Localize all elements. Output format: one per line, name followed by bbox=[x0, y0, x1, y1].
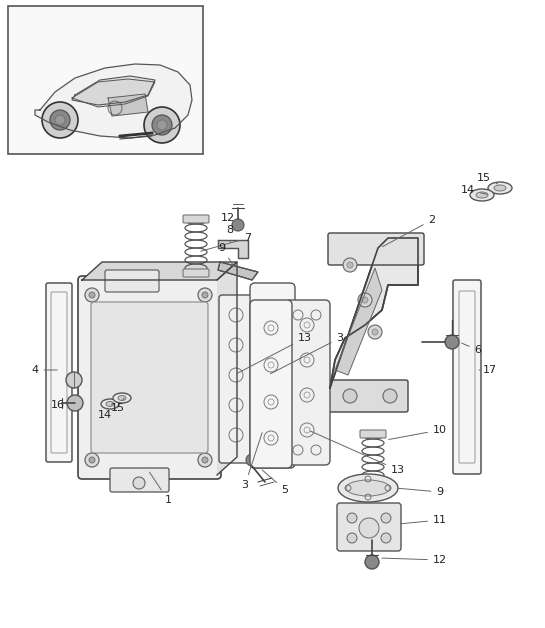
Text: 5: 5 bbox=[262, 470, 288, 495]
Text: 3: 3 bbox=[270, 333, 343, 374]
FancyBboxPatch shape bbox=[326, 380, 408, 412]
FancyBboxPatch shape bbox=[183, 215, 209, 223]
Circle shape bbox=[372, 329, 378, 335]
Circle shape bbox=[144, 107, 180, 143]
Ellipse shape bbox=[346, 480, 390, 496]
Circle shape bbox=[157, 120, 167, 130]
FancyBboxPatch shape bbox=[250, 300, 292, 468]
Circle shape bbox=[133, 477, 145, 489]
FancyBboxPatch shape bbox=[78, 276, 221, 479]
Circle shape bbox=[343, 389, 357, 403]
Circle shape bbox=[347, 513, 357, 523]
FancyBboxPatch shape bbox=[110, 468, 169, 492]
Text: 16: 16 bbox=[51, 400, 69, 410]
Circle shape bbox=[383, 389, 397, 403]
Polygon shape bbox=[330, 238, 418, 388]
FancyBboxPatch shape bbox=[46, 283, 72, 462]
Circle shape bbox=[85, 453, 99, 467]
Circle shape bbox=[198, 453, 212, 467]
Polygon shape bbox=[218, 240, 248, 258]
Polygon shape bbox=[72, 79, 155, 107]
Polygon shape bbox=[35, 64, 192, 138]
Circle shape bbox=[66, 372, 82, 388]
Text: 8: 8 bbox=[226, 225, 234, 242]
FancyBboxPatch shape bbox=[360, 430, 386, 438]
FancyBboxPatch shape bbox=[328, 233, 424, 265]
Text: 9: 9 bbox=[398, 487, 444, 497]
Text: 15: 15 bbox=[111, 398, 125, 413]
Text: 3: 3 bbox=[241, 433, 262, 490]
Circle shape bbox=[343, 258, 357, 272]
FancyBboxPatch shape bbox=[105, 270, 159, 292]
Bar bbox=[8, 6, 203, 154]
Circle shape bbox=[381, 513, 391, 523]
Text: 1: 1 bbox=[149, 472, 172, 505]
FancyBboxPatch shape bbox=[453, 280, 481, 474]
Circle shape bbox=[152, 115, 172, 135]
Circle shape bbox=[381, 533, 391, 543]
Circle shape bbox=[359, 518, 379, 538]
Polygon shape bbox=[82, 262, 237, 280]
Text: 13: 13 bbox=[311, 431, 405, 475]
Circle shape bbox=[42, 102, 78, 138]
Text: 7: 7 bbox=[201, 233, 252, 251]
Ellipse shape bbox=[106, 401, 114, 406]
Polygon shape bbox=[218, 262, 258, 280]
Circle shape bbox=[89, 292, 95, 298]
Text: 2: 2 bbox=[383, 215, 435, 247]
Circle shape bbox=[67, 395, 83, 411]
Polygon shape bbox=[72, 76, 155, 105]
Circle shape bbox=[202, 292, 208, 298]
Polygon shape bbox=[108, 94, 148, 116]
Polygon shape bbox=[217, 262, 237, 475]
Ellipse shape bbox=[113, 393, 131, 403]
Text: 4: 4 bbox=[32, 365, 57, 375]
Circle shape bbox=[89, 457, 95, 463]
Circle shape bbox=[362, 297, 368, 303]
FancyBboxPatch shape bbox=[337, 503, 401, 551]
Circle shape bbox=[55, 115, 65, 125]
Circle shape bbox=[358, 293, 372, 307]
Circle shape bbox=[246, 454, 258, 466]
Circle shape bbox=[50, 110, 70, 130]
Circle shape bbox=[85, 288, 99, 302]
Text: 12: 12 bbox=[221, 213, 238, 223]
Circle shape bbox=[347, 533, 357, 543]
Ellipse shape bbox=[118, 396, 126, 401]
Circle shape bbox=[277, 449, 289, 461]
Circle shape bbox=[198, 288, 212, 302]
FancyBboxPatch shape bbox=[360, 478, 386, 486]
Ellipse shape bbox=[338, 474, 398, 502]
Text: 10: 10 bbox=[389, 425, 447, 440]
FancyBboxPatch shape bbox=[219, 295, 253, 463]
Circle shape bbox=[347, 262, 353, 268]
Ellipse shape bbox=[494, 185, 506, 191]
FancyBboxPatch shape bbox=[183, 269, 209, 277]
Text: 14: 14 bbox=[98, 404, 112, 420]
Text: 9: 9 bbox=[219, 243, 233, 266]
Text: 14: 14 bbox=[461, 185, 487, 195]
Text: 15: 15 bbox=[477, 173, 498, 184]
Ellipse shape bbox=[470, 189, 494, 201]
Text: 17: 17 bbox=[479, 365, 497, 375]
Text: 12: 12 bbox=[382, 555, 447, 565]
Circle shape bbox=[368, 325, 382, 339]
FancyBboxPatch shape bbox=[250, 283, 295, 468]
FancyBboxPatch shape bbox=[285, 300, 330, 465]
Circle shape bbox=[254, 449, 266, 461]
Ellipse shape bbox=[488, 182, 512, 194]
Circle shape bbox=[202, 457, 208, 463]
Circle shape bbox=[232, 219, 244, 231]
Polygon shape bbox=[335, 268, 382, 375]
Text: 11: 11 bbox=[401, 515, 447, 525]
Circle shape bbox=[445, 335, 459, 349]
Text: 6: 6 bbox=[462, 343, 481, 355]
Circle shape bbox=[365, 555, 379, 569]
FancyBboxPatch shape bbox=[91, 302, 208, 453]
Ellipse shape bbox=[101, 399, 119, 409]
Ellipse shape bbox=[476, 192, 488, 198]
Text: 13: 13 bbox=[237, 333, 312, 374]
